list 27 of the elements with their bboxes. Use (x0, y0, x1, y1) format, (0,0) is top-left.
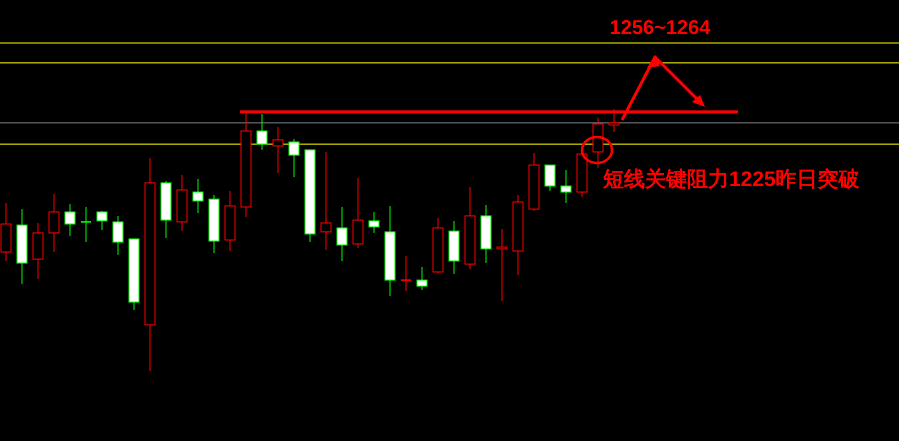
candlestick (48, 193, 60, 253)
candlestick (80, 206, 92, 243)
candlestick (512, 194, 524, 276)
annotation: 短线关键阻力1225昨日突破 (602, 167, 861, 191)
candlestick (368, 211, 380, 234)
candlestick (0, 202, 12, 262)
candlestick (480, 204, 492, 264)
candlestick (16, 208, 28, 285)
candlestick (464, 186, 476, 270)
candlestick (400, 255, 412, 292)
candlestick (224, 190, 236, 252)
candlestick (384, 205, 396, 297)
candlestick (560, 170, 572, 204)
candlestick (112, 215, 124, 256)
candlestick (256, 113, 268, 150)
candlestick (176, 174, 188, 232)
candlestick (496, 228, 508, 302)
candlestick (592, 117, 604, 168)
candlestick (144, 157, 156, 372)
candlestick (320, 151, 332, 250)
candlestick (336, 206, 348, 262)
candlestick (192, 178, 204, 214)
candlestick (64, 204, 76, 237)
candlestick (272, 126, 284, 174)
candlestick (32, 222, 44, 280)
candlestick (448, 220, 460, 275)
text: 1256~1264 (610, 17, 712, 39)
